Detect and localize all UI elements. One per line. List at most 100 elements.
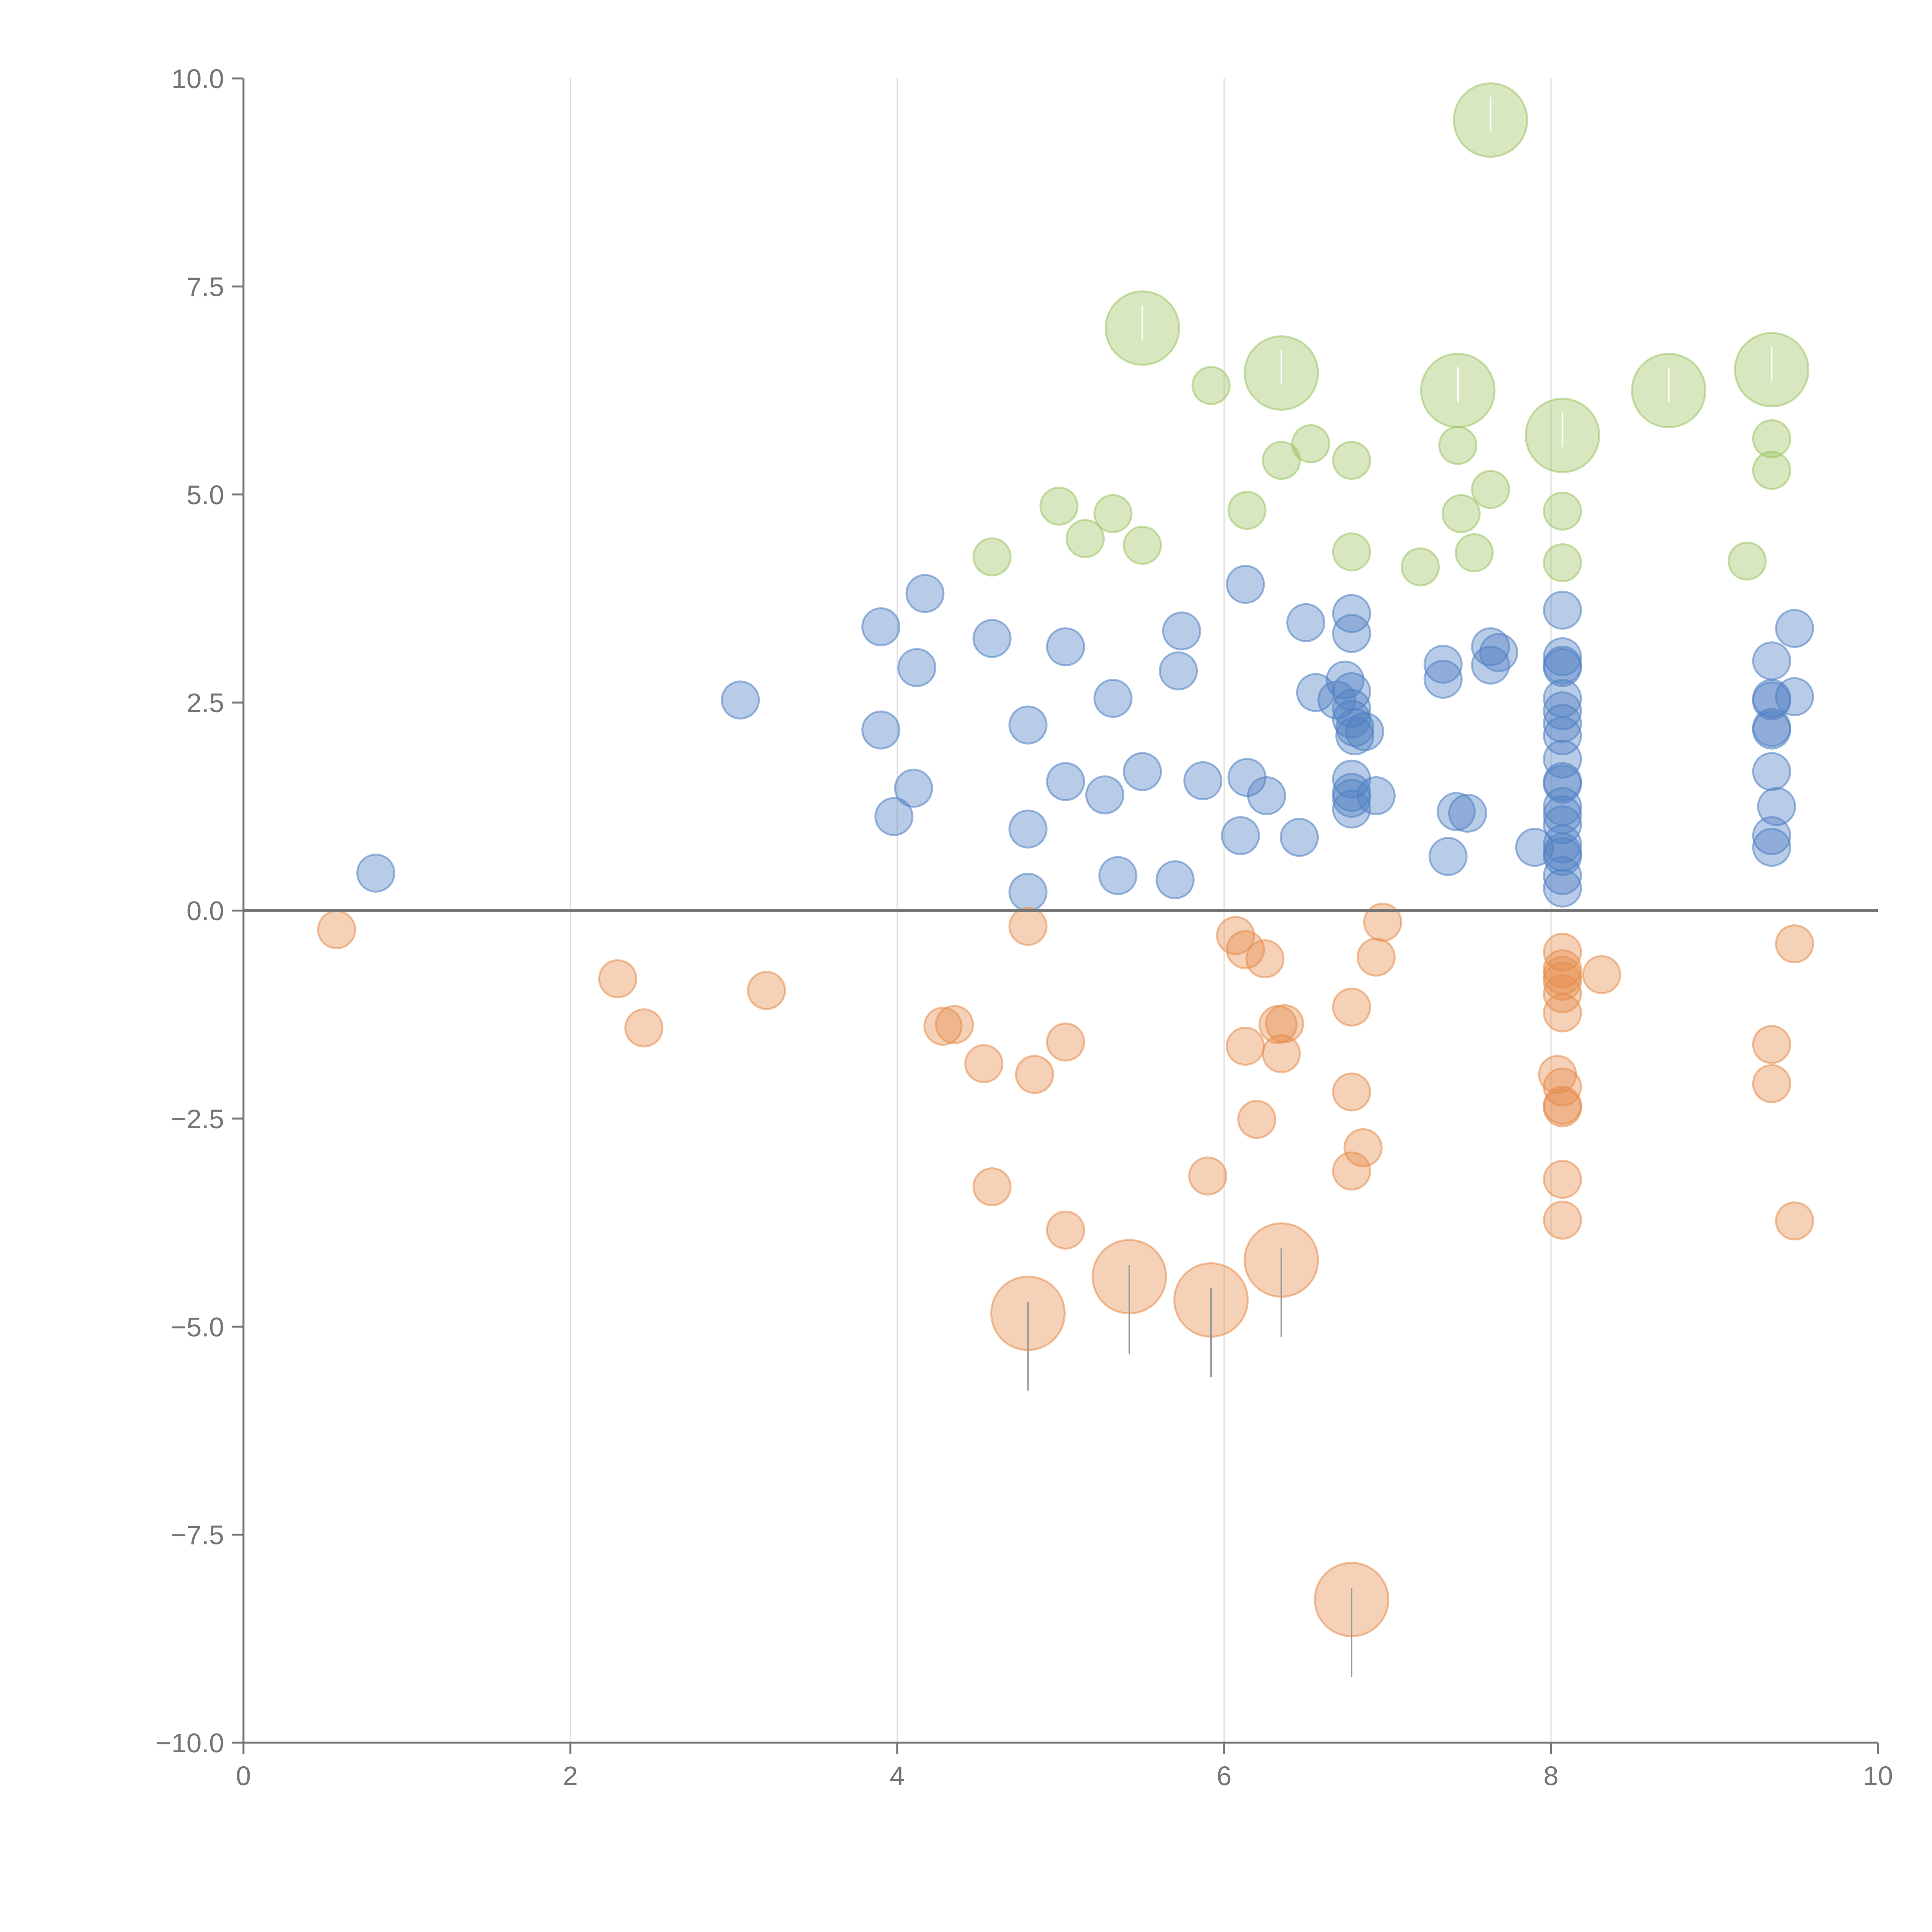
highlight-point — [1332, 440, 1371, 480]
positive-point — [1226, 565, 1265, 604]
positive-point — [1429, 837, 1468, 876]
highlight-point — [1039, 486, 1079, 526]
positive-point — [1098, 856, 1138, 895]
y-tick-label: 0.0 — [187, 896, 224, 926]
highlight-point — [1471, 470, 1510, 509]
positive-point — [1159, 651, 1198, 690]
positive-point — [897, 648, 937, 687]
y-tick-label: −5.0 — [171, 1312, 224, 1342]
positive-point — [1345, 712, 1384, 751]
positive-point — [1752, 710, 1791, 750]
highlight-point — [1065, 519, 1105, 558]
positive-point — [1543, 648, 1582, 687]
positive-point — [1752, 752, 1791, 791]
highlight-point — [1543, 492, 1582, 531]
positive-point — [1543, 868, 1582, 908]
highlight-point — [1123, 526, 1162, 565]
positive-point — [1543, 824, 1582, 864]
x-tick-label: 8 — [1544, 1761, 1559, 1791]
y-tick-label: 7.5 — [187, 272, 224, 302]
positive-point — [1752, 828, 1791, 867]
highlight-point — [1291, 424, 1330, 463]
x-tick-label: 0 — [236, 1761, 251, 1791]
positive-point — [1543, 764, 1582, 804]
axes — [232, 77, 1879, 1754]
negative-point — [1265, 1004, 1304, 1043]
negative-point — [1262, 1034, 1301, 1073]
highlight-point — [1454, 533, 1494, 572]
y-tick-label: 2.5 — [187, 688, 224, 718]
positive-point — [1247, 776, 1286, 815]
positive-point — [1543, 856, 1582, 895]
negative-point — [923, 1007, 963, 1046]
highlight-point — [1332, 532, 1371, 571]
negative-point — [1046, 1022, 1085, 1062]
negative-point — [598, 959, 638, 998]
y-tick-label: 10.0 — [172, 64, 224, 94]
x-tick-label: 10 — [1863, 1761, 1893, 1791]
positive-point — [1775, 677, 1814, 716]
y-tick-label: −10.0 — [156, 1728, 224, 1758]
y-tick-label: −2.5 — [171, 1104, 224, 1134]
positive-point — [1752, 816, 1791, 855]
negative-point — [1344, 1128, 1383, 1167]
positive-point — [1085, 775, 1124, 815]
x-tick-label: 6 — [1217, 1761, 1232, 1791]
x-tick-label: 2 — [563, 1761, 578, 1791]
y-tick-label: −7.5 — [171, 1520, 224, 1550]
positive-point — [1543, 590, 1582, 630]
negative-point — [972, 1167, 1012, 1206]
positive-point — [1280, 818, 1319, 857]
negative-point — [1543, 1160, 1582, 1199]
highlight-point — [1752, 451, 1791, 490]
negative-point — [1226, 930, 1265, 969]
positive-point — [1471, 645, 1510, 685]
positive-point — [1162, 611, 1201, 651]
negative-point — [1543, 962, 1582, 1001]
negative-point — [1775, 1201, 1814, 1241]
positive-point — [1543, 716, 1582, 755]
highlight-point — [1093, 494, 1133, 533]
negative-point — [747, 971, 786, 1010]
positive-point — [1757, 787, 1796, 826]
x-tick-label: 4 — [890, 1761, 905, 1791]
negative-point — [1543, 1201, 1582, 1240]
y-tick-label: 5.0 — [187, 480, 224, 510]
negative-point — [1245, 939, 1285, 978]
negative-point — [1356, 937, 1396, 977]
positive-point — [1335, 716, 1374, 755]
negative-point — [1752, 1025, 1791, 1064]
positive-point — [1356, 776, 1396, 815]
positive-point — [356, 854, 396, 893]
negative-point — [1363, 903, 1402, 942]
negative-point — [317, 910, 356, 949]
positive-point — [1335, 708, 1374, 747]
positive-point — [1448, 794, 1487, 833]
negative-point — [1582, 955, 1621, 994]
tick-labels: 0 2 4 6 8 10 10.0 7.5 5.0 2.5 0.0 −2.5 −5.0 −7.5 −10.0 — [156, 64, 1893, 1791]
positive-point — [1543, 637, 1582, 677]
positive-point — [905, 574, 945, 613]
negative-point — [1008, 906, 1048, 946]
negative-point — [1046, 1210, 1085, 1250]
negative-point — [1543, 993, 1582, 1032]
highlight-point — [972, 537, 1012, 577]
highlight-point — [1752, 419, 1791, 458]
negative-point — [1188, 1156, 1228, 1196]
negative-point — [1332, 987, 1371, 1027]
positive-point — [874, 797, 914, 836]
highlight-point — [1401, 547, 1440, 587]
positive-point — [1046, 762, 1085, 801]
positive-point — [1046, 627, 1085, 667]
highlight-point — [1227, 491, 1267, 530]
positive-point — [1752, 641, 1791, 680]
negative-point — [1332, 1072, 1371, 1112]
positive-point — [1332, 789, 1371, 829]
positive-point — [1093, 679, 1133, 718]
positive-point — [1423, 660, 1463, 699]
positive-point — [894, 769, 933, 808]
negative-point — [1226, 1027, 1265, 1066]
negative-point — [1216, 916, 1255, 955]
negative-point — [1543, 932, 1582, 972]
